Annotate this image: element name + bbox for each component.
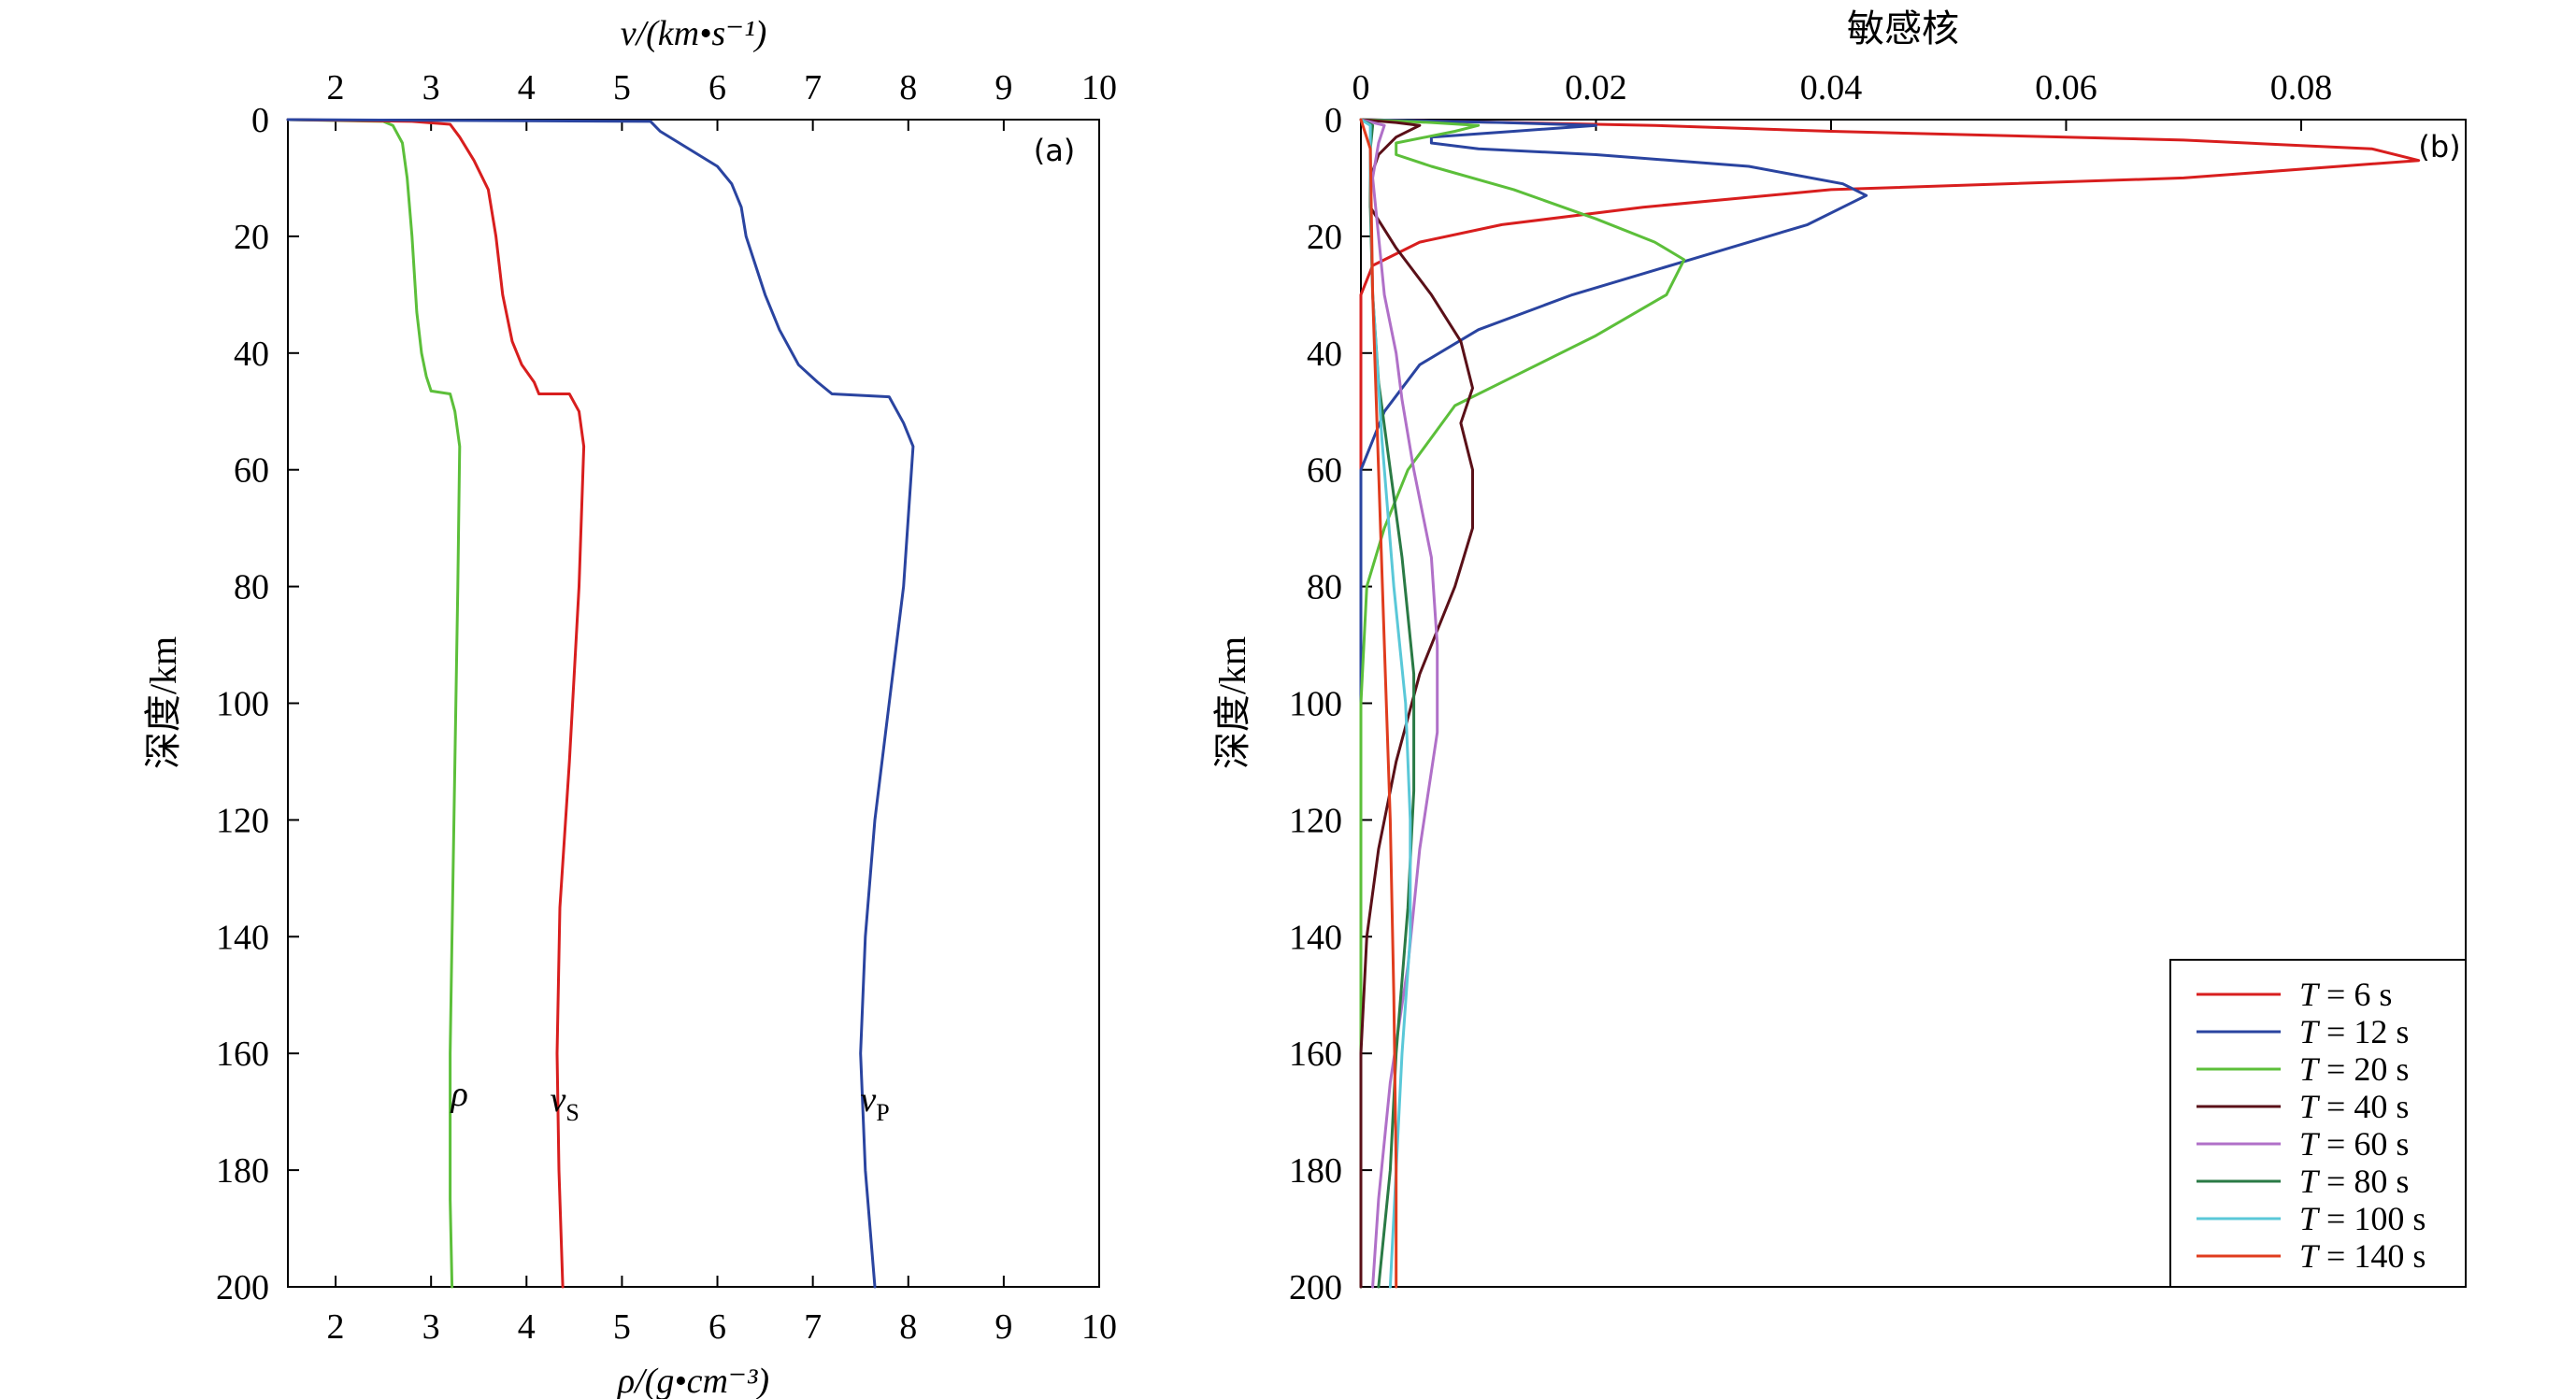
panel-b-series [1359, 118, 2421, 1289]
legend-label-0: T = 6 s [2299, 976, 2392, 1013]
panel-b-series-line-3 [1359, 118, 1474, 1289]
panel-a-xtick-label-top: 6 [708, 68, 726, 107]
legend: T = 6 sT = 12 sT = 20 sT = 40 sT = 60 sT… [2169, 959, 2467, 1288]
panel-b-ytick-label: 40 [1307, 335, 1342, 374]
panel-b-xtick-label-top: 0.02 [1565, 68, 1627, 107]
panel-a-xlabel-bottom: ρ/(g•cm⁻³) [617, 1362, 769, 1399]
panel-b-xtick-label-top: 0.06 [2035, 68, 2097, 107]
panel-a-ytick-label: 40 [234, 335, 269, 374]
panel-b-ytick-label: 120 [1289, 801, 1342, 840]
panel-a-xtick-label-bottom: 6 [708, 1307, 726, 1347]
panel-a-xtick-label-top: 7 [804, 68, 822, 107]
legend-label-1: T = 12 s [2299, 1013, 2409, 1050]
panel-a-xtick-label-bottom: 7 [804, 1307, 822, 1347]
legend-label-5: T = 80 s [2299, 1163, 2409, 1200]
panel-a-xtick-label-top: 9 [995, 68, 1012, 107]
panel-a-xtick-label-top: 2 [327, 68, 345, 107]
panel-a-xtick-label-bottom: 5 [613, 1307, 631, 1347]
panel-a-xtick-label-top: 3 [422, 68, 440, 107]
panel-a-ytick-label: 160 [216, 1035, 269, 1074]
panel-b-ytick-label: 140 [1289, 918, 1342, 957]
panel-b-ytick-label: 0 [1324, 101, 1342, 140]
panel-a-xtick-label-top: 10 [1081, 68, 1117, 107]
panel-b-ytick-label: 60 [1307, 451, 1342, 491]
panel-a-xtick-label-top: 5 [613, 68, 631, 107]
panel-b-ytick-label: 100 [1289, 685, 1342, 724]
panel-a-ylabel: 深度/km [142, 636, 184, 769]
panel-a-xtick-label-bottom: 2 [327, 1307, 345, 1347]
panel-b-series-line-1 [1359, 118, 1868, 1289]
panel-a-ytick-label: 120 [216, 801, 269, 840]
panel-a-ytick-label: 60 [234, 451, 269, 491]
panel-b-xtick-label-top: 0.08 [2270, 68, 2333, 107]
panel-b-series-line-7 [1359, 118, 1398, 1289]
panel-a-label: (a) [1034, 133, 1076, 168]
panel-a-ytick-label: 80 [234, 568, 269, 607]
panel-a-xtick-label-bottom: 10 [1081, 1307, 1117, 1347]
panel-a-ytick-label: 140 [216, 918, 269, 957]
panel-b-ytick-label: 80 [1307, 568, 1342, 607]
panel-a-xtick-label-top: 8 [899, 68, 917, 107]
panel-a: 0 20 40 60 80 100 120 140 160 180 200 2 2 3 3 4 4 5 5 6 6 7 7 8… [142, 14, 1117, 1399]
panel-a-xlabel-top: v/(km•s⁻¹) [621, 14, 767, 53]
panel-b: 0 20 40 60 80 100 120 140 160 180 200 0 0.02 0.04 0.06… [1211, 7, 2467, 1307]
panel-a-series-line-0 [286, 118, 462, 1289]
panel-b-xtick-label-top: 0 [1352, 68, 1370, 107]
legend-label-4: T = 60 s [2299, 1125, 2409, 1163]
panel-b-ytick-label: 160 [1289, 1035, 1342, 1074]
panel-a-ytick-label: 20 [234, 218, 269, 257]
panel-a-xtick-label-bottom: 4 [518, 1307, 536, 1347]
panel-a-ticks: 0 20 40 60 80 100 120 140 160 180 200 2 2 3 3 4 4 5 5 6 6 7 7 8… [216, 68, 1117, 1347]
panel-b-label: (b) [2418, 129, 2460, 164]
panel-a-xtick-label-bottom: 8 [899, 1307, 917, 1347]
legend-label-6: T = 100 s [2299, 1200, 2426, 1237]
panel-a-ytick-label: 100 [216, 685, 269, 724]
panel-a-series-line-1 [286, 118, 586, 1289]
panel-a-curve-labels: ρ vS vP [451, 1075, 890, 1126]
curve-label-0: ρ [451, 1075, 468, 1114]
panel-b-ticks: 0 20 40 60 80 100 120 140 160 180 200 0 0.02 0.04 0.06… [1289, 68, 2332, 1307]
panel-a-ytick-label: 200 [216, 1268, 269, 1307]
panel-b-ytick-label: 200 [1289, 1268, 1342, 1307]
panel-b-ytick-label: 20 [1307, 218, 1342, 257]
panel-b-series-line-4 [1359, 118, 1439, 1289]
panel-b-xtick-label-top: 0.04 [1800, 68, 1863, 107]
panel-a-series [286, 118, 915, 1289]
panel-b-ylabel: 深度/km [1211, 636, 1253, 769]
panel-a-ytick-label: 180 [216, 1151, 269, 1191]
curve-label-1: vS [550, 1080, 579, 1126]
legend-frame [2169, 959, 2467, 1288]
legend-label-7: T = 140 s [2299, 1237, 2426, 1275]
panel-b-ytick-label: 180 [1289, 1151, 1342, 1191]
panel-a-xtick-label-bottom: 9 [995, 1307, 1012, 1347]
legend-label-3: T = 40 s [2299, 1088, 2409, 1125]
panel-a-ytick-label: 0 [251, 101, 269, 140]
curve-label-2: vP [860, 1080, 889, 1126]
panel-a-xtick-label-bottom: 3 [422, 1307, 440, 1347]
legend-label-2: T = 20 s [2299, 1050, 2409, 1088]
panel-b-xlabel-top: 敏感核 [1847, 7, 1959, 50]
panel-a-xtick-label-top: 4 [518, 68, 536, 107]
panel-a-series-line-2 [286, 118, 915, 1289]
